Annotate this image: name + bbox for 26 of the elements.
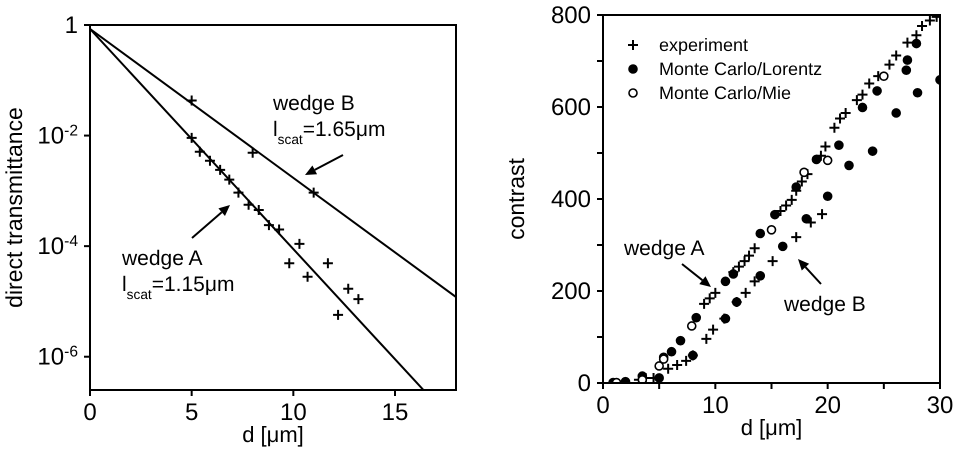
y-tick-label: 10$^{-6}$: [37, 343, 78, 371]
y-tick-label: 800: [550, 2, 591, 29]
y-tick-label: 200: [550, 278, 591, 305]
x-tick-label: 30: [926, 392, 954, 419]
annotation: wedge A l$_{scat}$=1.15μm: [121, 247, 234, 302]
x-tick-label: 0: [83, 399, 97, 426]
y-tick-label: 10$^{-4}$: [37, 232, 78, 260]
y-axis-title: direct transmittance: [1, 107, 27, 308]
y-tick-label: 0: [578, 370, 591, 397]
legend-label: Monte Carlo/Mie: [659, 82, 792, 104]
x-tick-label: 0: [596, 392, 610, 419]
annotation: wedge B l$_{scat}$=1.65μm: [272, 92, 386, 146]
x-tick-label: 20: [814, 392, 842, 419]
x-tick-label: 15: [382, 399, 408, 426]
annotation: wedge A: [623, 237, 705, 260]
x-tick-label: 5: [184, 399, 198, 426]
legend-label: experiment: [659, 34, 748, 56]
y-tick-label: 400: [550, 186, 591, 213]
annotation: wedge B: [783, 293, 866, 316]
y-axis-title: contrast: [503, 157, 529, 240]
legend-label: Monte Carlo/Lorentz: [659, 58, 822, 80]
x-axis-title: d [μm]: [740, 415, 802, 440]
y-tick-label: 600: [550, 94, 591, 121]
y-tick-label: 10$^{-2}$: [37, 122, 78, 150]
y-tick-label: 1: [64, 12, 78, 39]
x-tick-label: 10: [702, 392, 729, 419]
